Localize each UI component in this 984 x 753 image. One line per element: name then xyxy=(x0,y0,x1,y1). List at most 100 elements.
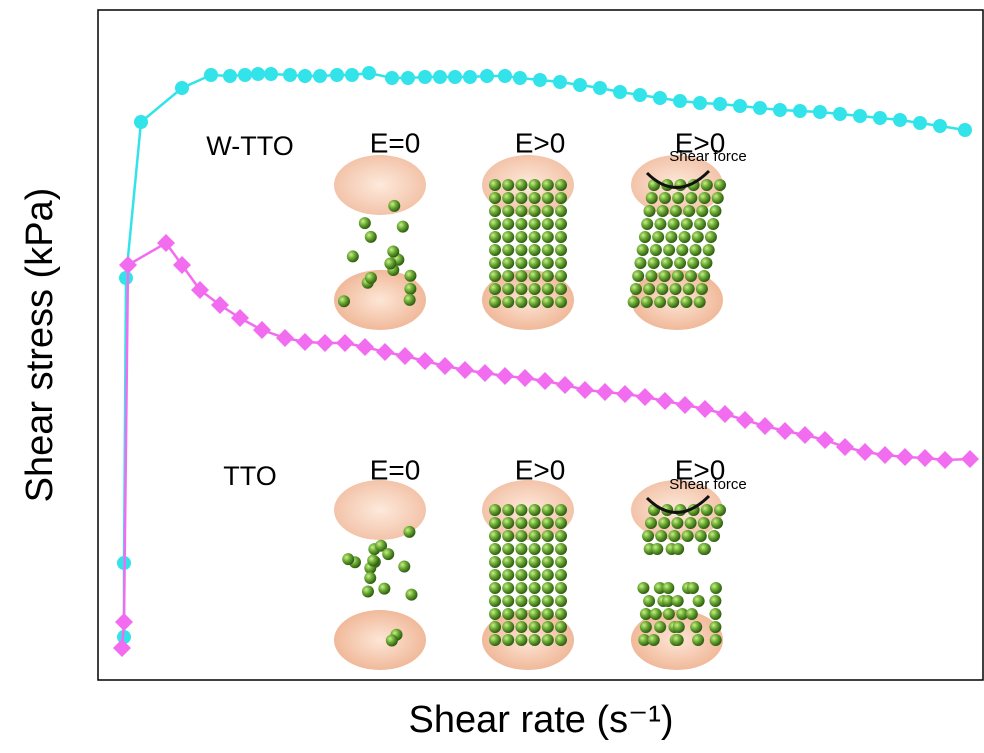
data-point xyxy=(436,357,454,375)
particle xyxy=(529,556,541,568)
particle xyxy=(515,205,527,217)
particle xyxy=(555,621,567,633)
data-point xyxy=(716,405,734,423)
particle xyxy=(542,608,554,620)
particle xyxy=(628,296,640,308)
particle xyxy=(662,582,674,594)
particle xyxy=(555,608,567,620)
particle xyxy=(387,245,399,257)
data-point xyxy=(913,116,927,130)
particle xyxy=(699,192,711,204)
particle xyxy=(542,530,554,542)
particle xyxy=(681,218,693,230)
particle xyxy=(397,221,409,233)
particle xyxy=(529,517,541,529)
data-point xyxy=(134,115,148,129)
particle xyxy=(502,296,514,308)
data-point xyxy=(958,123,972,137)
particle xyxy=(529,270,541,282)
data-point xyxy=(231,309,249,327)
particle xyxy=(555,270,567,282)
particle xyxy=(714,179,726,191)
particle xyxy=(404,270,416,282)
particle xyxy=(637,582,649,594)
particle xyxy=(555,634,567,646)
particle xyxy=(529,530,541,542)
particle xyxy=(502,192,514,204)
data-point xyxy=(396,347,414,365)
particle xyxy=(542,582,554,594)
particle xyxy=(672,595,684,607)
data-point xyxy=(896,448,914,466)
particle xyxy=(696,283,708,295)
data-point xyxy=(773,103,787,117)
data-point xyxy=(416,352,434,370)
particle xyxy=(555,504,567,516)
data-point xyxy=(336,334,354,352)
particle xyxy=(384,258,396,270)
data-point xyxy=(119,271,133,285)
particle xyxy=(515,621,527,633)
particle xyxy=(703,244,715,256)
data-point xyxy=(813,105,827,119)
particle xyxy=(665,231,677,243)
particle xyxy=(655,530,667,542)
particle xyxy=(645,270,657,282)
particle xyxy=(529,296,541,308)
data-point xyxy=(456,361,474,379)
particle xyxy=(489,218,501,230)
particle xyxy=(489,244,501,256)
particle xyxy=(658,517,670,529)
particle xyxy=(641,296,653,308)
particle xyxy=(698,517,710,529)
data-point xyxy=(516,369,534,387)
data-point xyxy=(536,372,554,390)
particle xyxy=(542,595,554,607)
particle xyxy=(709,621,721,633)
data-point xyxy=(418,70,432,84)
particle xyxy=(679,231,691,243)
particle xyxy=(515,634,527,646)
particle xyxy=(668,530,680,542)
particle xyxy=(542,257,554,269)
particle xyxy=(555,192,567,204)
particle xyxy=(689,244,701,256)
data-point xyxy=(119,256,137,274)
particle xyxy=(529,634,541,646)
particle xyxy=(634,257,646,269)
data-point xyxy=(753,101,767,115)
particle xyxy=(502,205,514,217)
particle xyxy=(515,582,527,594)
particle xyxy=(502,231,514,243)
data-point xyxy=(556,376,574,394)
particle xyxy=(708,530,720,542)
particle xyxy=(682,530,694,542)
particle xyxy=(529,231,541,243)
particle xyxy=(502,244,514,256)
particle xyxy=(654,621,666,633)
data-point xyxy=(553,75,567,89)
particle xyxy=(668,218,680,230)
data-point xyxy=(636,388,654,406)
particle xyxy=(502,608,514,620)
particle xyxy=(359,217,371,229)
particle xyxy=(529,244,541,256)
particle xyxy=(671,517,683,529)
particle xyxy=(378,583,390,595)
particle xyxy=(542,296,554,308)
particle xyxy=(672,192,684,204)
particle xyxy=(502,582,514,594)
particle xyxy=(515,192,527,204)
particle xyxy=(502,504,514,516)
data-point xyxy=(653,91,667,105)
particle xyxy=(692,231,704,243)
particle xyxy=(709,205,721,217)
particle xyxy=(652,231,664,243)
particle xyxy=(714,504,726,516)
particle xyxy=(690,621,702,633)
data-point xyxy=(856,443,874,461)
particle xyxy=(489,595,501,607)
particle xyxy=(347,250,359,262)
particle xyxy=(529,595,541,607)
data-point xyxy=(573,78,587,92)
